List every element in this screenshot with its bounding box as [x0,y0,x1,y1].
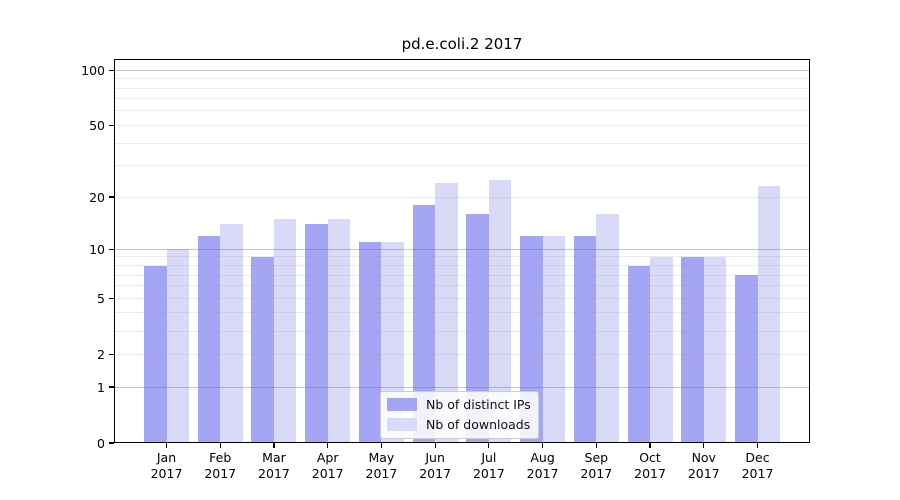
x-label-month: Oct [639,450,661,465]
x-label-year: 2017 [150,466,183,481]
x-label-month: Jan [156,450,177,465]
x-tick-label-mar: Mar 2017 [246,450,302,482]
x-label-year: 2017 [472,466,505,481]
x-tick-label-aug: Aug 2017 [515,450,571,482]
x-tick-nov [703,443,705,448]
x-tick-label-sep: Sep 2017 [568,450,624,482]
x-label-year: 2017 [634,466,666,481]
y-tick-label-10: 10 [89,241,105,257]
bar-ips-dec [735,275,758,443]
x-label-month: Dec [745,450,770,465]
y-tick-label-50: 50 [89,117,105,133]
legend-swatch-downloads [387,418,417,431]
x-label-month: Sep [584,450,609,465]
bar-downloads-sep [596,214,619,443]
y-tick-1 [109,386,114,388]
x-tick-oct [649,443,651,448]
x-tick-feb [219,443,221,448]
bar-ips-jun [412,205,436,443]
x-label-year: 2017 [419,466,452,481]
y-tick-5 [109,297,114,299]
x-label-year: 2017 [258,466,290,481]
bar-downloads-mar [273,219,297,443]
x-label-month: Jun [425,450,445,465]
y-tick-100 [109,69,114,71]
bar-ips-jul [466,214,489,443]
x-tick-label-oct: Oct 2017 [622,450,678,482]
x-label-month: Aug [530,450,555,465]
bar-downloads-aug [542,235,566,443]
y-tick-label-5: 5 [97,290,105,306]
x-tick-label-nov: Nov 2017 [676,450,732,482]
y-tick-0 [109,442,114,444]
bar-ips-feb [197,235,221,443]
y-tick-label-2: 2 [97,346,105,362]
y-tick-label-1: 1 [97,379,105,395]
legend-label-downloads: Nb of downloads [426,417,531,432]
x-tick-label-apr: Apr 2017 [300,450,356,482]
bar-ips-sep [573,235,597,443]
legend-label-distinct-ips: Nb of distinct IPs [426,397,531,412]
x-label-month: Jul [481,450,497,465]
x-tick-label-jan: Jan 2017 [139,450,195,482]
x-tick-mar [273,443,275,448]
x-tick-label-dec: Dec 2017 [730,450,786,482]
legend-item-distinct-ips: Nb of distinct IPs [387,397,531,412]
bar-ips-apr [305,224,328,443]
bar-ips-nov [681,256,704,443]
plot-area [114,59,810,443]
x-tick-jul [488,443,490,448]
x-tick-dec [756,443,759,448]
legend-item-downloads: Nb of downloads [387,417,531,432]
x-tick-jan [165,443,168,448]
x-tick-label-may: May 2017 [353,450,409,482]
bars-layer [114,59,810,443]
x-label-year: 2017 [365,466,398,481]
y-tick-20 [109,196,114,198]
x-label-year: 2017 [580,466,613,481]
y-tick-label-0: 0 [97,435,105,451]
bar-ips-mar [251,256,274,443]
x-label-month: Feb [209,450,232,465]
chart-title: pd.e.coli.2 2017 [401,35,523,53]
x-tick-label-jul: Jul 2017 [461,450,517,482]
x-label-month: Mar [262,450,286,465]
x-label-month: Nov [691,450,716,465]
bar-downloads-jan [166,249,189,443]
bar-downloads-jul [488,179,512,443]
bar-downloads-jun [435,182,458,443]
bar-ips-may [358,242,382,443]
x-tick-jun [434,443,436,448]
y-tick-label-100: 100 [81,62,105,78]
bar-ips-oct [627,265,651,443]
y-tick-label-20: 20 [89,189,105,205]
x-tick-apr [327,443,329,448]
x-tick-may [380,443,382,448]
x-label-month: Apr [316,450,339,465]
bar-ips-jan [144,265,167,443]
bar-downloads-feb [220,224,243,443]
x-label-year: 2017 [311,466,344,481]
bar-downloads-dec [757,186,780,443]
x-tick-label-jun: Jun 2017 [407,450,463,482]
x-tick-sep [595,443,597,448]
bar-downloads-oct [650,256,673,443]
bar-downloads-nov [703,256,727,443]
x-label-year: 2017 [526,466,559,481]
y-tick-2 [109,353,114,355]
x-label-year: 2017 [741,466,774,481]
legend-swatch-distinct-ips [387,398,417,411]
bar-downloads-apr [327,219,351,443]
x-label-year: 2017 [687,466,720,481]
legend: Nb of distinct IPs Nb of downloads [380,391,539,439]
x-label-month: May [368,450,395,465]
x-tick-label-feb: Feb 2017 [192,450,248,482]
x-tick-aug [541,443,544,448]
x-label-year: 2017 [204,466,237,481]
y-tick-50 [109,124,114,126]
y-tick-10 [109,248,114,250]
